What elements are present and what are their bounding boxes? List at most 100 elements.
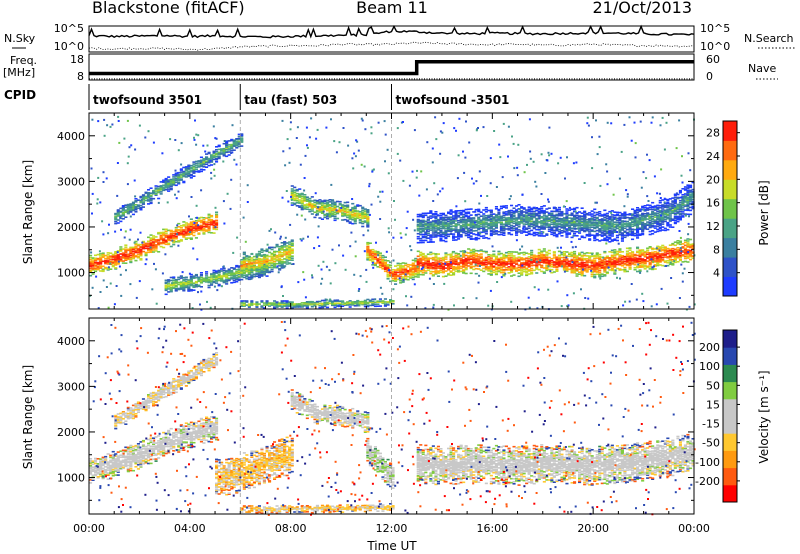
power-cell <box>540 254 544 257</box>
power-cell <box>278 265 282 267</box>
power-cell <box>172 240 176 243</box>
power-cell <box>467 248 471 250</box>
power-cell <box>542 248 546 250</box>
power-cell <box>459 260 463 263</box>
power-cell <box>149 237 153 239</box>
power-cell <box>215 222 219 225</box>
power-cell <box>482 230 486 232</box>
power-cell <box>245 277 249 280</box>
power-cell <box>210 276 214 278</box>
power-cell <box>628 252 632 254</box>
power-cell <box>474 226 478 229</box>
power-cell <box>265 265 269 268</box>
power-cell <box>580 273 584 276</box>
power-cell <box>610 258 614 261</box>
power-cell <box>545 253 549 255</box>
power-cell <box>487 270 491 272</box>
power-cell <box>547 262 551 265</box>
power-cell <box>205 230 209 232</box>
power-cell <box>598 258 602 261</box>
power-cell <box>290 197 294 199</box>
power-cell <box>386 265 390 267</box>
power-cell <box>189 177 193 179</box>
power-cell <box>139 248 143 251</box>
power-cell <box>323 207 327 210</box>
power-cell <box>149 243 153 245</box>
power-cell <box>510 271 514 273</box>
power-cell <box>462 224 466 227</box>
power-cell <box>467 223 471 226</box>
power-cell <box>656 260 660 263</box>
power-cell <box>94 262 98 265</box>
power-cell <box>313 203 317 206</box>
power-cell <box>578 259 582 261</box>
power-cell <box>436 221 440 224</box>
power-cell <box>575 235 579 237</box>
power-cell <box>482 235 486 237</box>
power-cell <box>184 174 188 176</box>
power-cell <box>477 210 481 213</box>
power-cell <box>681 243 685 245</box>
power-cell <box>348 217 352 219</box>
power-cell <box>464 211 468 214</box>
power-cell <box>520 252 524 254</box>
power-cell <box>482 215 486 217</box>
power-cell <box>192 168 196 170</box>
power-cell <box>141 201 145 203</box>
power-cell <box>434 263 438 265</box>
power-cell <box>262 261 266 263</box>
power-cell <box>167 236 171 239</box>
power-cell <box>552 264 556 266</box>
power-cell <box>449 219 453 221</box>
power-cell <box>598 274 602 277</box>
power-cell <box>656 256 660 259</box>
power-cell <box>449 258 453 260</box>
power-cell <box>666 259 670 262</box>
power-cell <box>260 271 264 273</box>
power-cell <box>144 253 148 256</box>
power-cell <box>207 218 211 221</box>
power-cell <box>242 266 246 269</box>
power-cell <box>474 255 478 258</box>
power-cell <box>552 251 556 253</box>
power-cell <box>184 229 188 231</box>
power-cell <box>101 255 105 257</box>
power-cell <box>671 243 675 246</box>
power-cell <box>434 221 438 223</box>
power-cell <box>101 270 105 273</box>
power-cell <box>623 258 627 261</box>
power-cell <box>580 257 584 260</box>
power-cell <box>570 236 574 239</box>
power-cell <box>169 234 173 237</box>
power-cell <box>580 270 584 273</box>
power-cell <box>421 219 425 222</box>
power-cell <box>184 166 188 168</box>
power-cell <box>436 260 440 262</box>
noise-right-tick-bottom: 10^0 <box>700 40 730 53</box>
power-cell <box>454 231 458 233</box>
power-cell <box>154 241 158 243</box>
power-cell <box>575 264 579 266</box>
power-cell <box>366 217 370 219</box>
power-cell <box>280 254 284 256</box>
power-cell <box>215 280 219 282</box>
power-cell <box>447 229 451 232</box>
power-cell <box>262 249 266 252</box>
power-cell <box>116 256 120 258</box>
power-cell <box>99 262 103 264</box>
power-cell <box>419 273 423 276</box>
power-cell <box>628 268 632 270</box>
power-cell <box>194 281 198 284</box>
power-cell <box>600 266 604 268</box>
power-cell <box>194 223 198 225</box>
power-cell <box>394 277 398 279</box>
power-cell <box>331 215 335 217</box>
power-cell <box>472 238 476 240</box>
power-cell <box>167 238 171 241</box>
power-cell <box>134 243 138 246</box>
power-cell <box>116 213 120 215</box>
power-cell <box>484 233 488 235</box>
power-cell <box>230 275 234 277</box>
power-cell <box>459 258 463 261</box>
power-cell <box>520 272 524 274</box>
